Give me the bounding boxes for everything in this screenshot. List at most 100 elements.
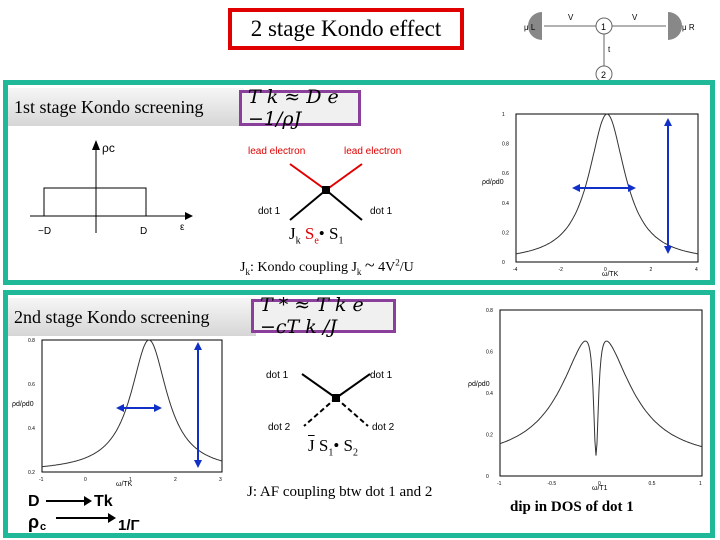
dos-x-arrow <box>185 212 193 220</box>
plot1-dos-curve <box>515 113 699 255</box>
y-tick-label: 0.2 <box>502 230 509 236</box>
plot3-ticks: 0.8 0.6 0.4 0.2 0 -1 -0.5 0 0.5 1 <box>486 308 702 487</box>
dot2-label-left: dot 2 <box>268 422 291 433</box>
y-tick-label: 0.4 <box>502 201 509 207</box>
y-tick-label: 0.6 <box>486 350 493 356</box>
vertex-node <box>322 186 330 194</box>
dot-line-left <box>289 189 327 221</box>
plot1-height-arrow-top <box>664 118 672 126</box>
stage2-vertex-diagram: dot 1 dot 1 dot 2 dot 2 <box>266 370 395 433</box>
y-tick-label: 0 <box>486 474 489 480</box>
x-tick-label: -4 <box>513 267 518 273</box>
plot2-height-arrow-bottom <box>194 460 202 468</box>
x-tick-label: -0.5 <box>548 481 557 487</box>
plot2-arrow-right-head <box>154 404 162 412</box>
plot2-frame <box>41 339 223 473</box>
dot1-label-right: dot 1 <box>370 206 393 217</box>
plot1-arrow-left-head <box>572 184 580 192</box>
stage1-header: 1st stage Kondo screening <box>8 88 244 126</box>
vertex-node <box>332 394 340 402</box>
x-tick-label: 4 <box>695 267 698 273</box>
dos-x-left: −D <box>38 226 51 237</box>
dos-ylabel: ρc <box>102 141 115 155</box>
x-tick-label: -1 <box>497 481 502 487</box>
y-tick-label: 1 <box>502 112 505 118</box>
lead-dos-sketch: ρc −D D ε <box>30 140 193 237</box>
stage1-spin-operator: Jk Se• S1 <box>289 224 344 247</box>
y-tick-label: 0 <box>502 260 505 266</box>
v-left-label: V <box>568 13 574 22</box>
y-tick-label: 0.2 <box>486 433 493 439</box>
left-lead-label: μ L <box>524 23 536 32</box>
y-tick-label: 0.6 <box>502 171 509 177</box>
stage1-formula: T k ≈ D e −1/ρJ <box>239 86 361 130</box>
right-lead-label: μ R <box>682 23 695 32</box>
scale-legend: D Tk ρ c 1/Γ <box>28 493 140 534</box>
dot1-label-left: dot 1 <box>258 206 281 217</box>
legend-D: D <box>28 493 40 510</box>
stage2-panel <box>3 290 715 538</box>
dot1-line-left <box>301 373 337 399</box>
plot2-ylabel: ρd/ρd0 <box>12 401 34 408</box>
x-tick-label: 0 <box>598 481 601 487</box>
dot-line-right <box>325 189 363 221</box>
x-tick-label: -2 <box>559 267 564 273</box>
plot2-dos-curve <box>42 339 223 468</box>
stage1-caption: Jk: Kondo coupling Jk ~ 4V2/U <box>240 255 414 277</box>
y-tick-label: 0.4 <box>28 426 35 432</box>
legend-Tk: Tk <box>94 493 113 510</box>
y-tick-label: 0.4 <box>486 391 493 397</box>
y-tick-label: 0.8 <box>502 142 509 148</box>
slide-title: 2 stage Kondo effect <box>228 8 464 50</box>
x-tick-label: 0.5 <box>649 481 656 487</box>
dip-caption: dip in DOS of dot 1 <box>510 499 634 515</box>
stage2-left-plot: 0.8 0.6 0.4 0.2 -1 0 1 2 3 ρd/ρd0 ω/TK <box>12 338 223 488</box>
x-tick-label: 2 <box>650 267 653 273</box>
plot1-arrow-right-head <box>628 184 636 192</box>
plot3-ylabel: ρd/ρd0 <box>468 381 490 388</box>
plot1-height-arrow-bottom <box>664 246 672 254</box>
legend-rho-sub: c <box>40 521 46 533</box>
lead-electron-left: lead electron <box>248 146 305 157</box>
plot3-xlabel: ω/T1 <box>592 485 608 492</box>
plot2-arrow-left-head <box>116 404 124 412</box>
dos-box <box>43 187 147 216</box>
x-tick-label: 0 <box>84 477 87 483</box>
x-tick-label: 3 <box>219 477 222 483</box>
x-tick-label: 1 <box>699 481 702 487</box>
stage1-vertex-diagram: lead electron lead electron dot 1 dot 1 <box>248 146 401 221</box>
x-tick-label: 1 <box>129 477 132 483</box>
x-tick-label: 2 <box>174 477 177 483</box>
plot2-xlabel: ω/TK <box>116 481 133 488</box>
dot2-line-left <box>303 397 337 427</box>
left-lead-shape <box>528 12 542 40</box>
stage1-panel <box>3 80 715 285</box>
dot1-line-right <box>335 373 371 399</box>
stage2-spin-operator: J S1• S2 <box>308 436 359 459</box>
dot-2-label: 2 <box>601 70 606 80</box>
right-lead-shape <box>668 12 682 40</box>
stage2-caption: J: AF coupling btw dot 1 and 2 <box>247 484 433 500</box>
y-tick-label: 0.8 <box>28 338 35 344</box>
dos-x-label: ε <box>180 222 185 233</box>
plot2-ticks: 0.8 0.6 0.4 0.2 -1 0 1 2 3 <box>28 338 222 483</box>
x-tick-label: 0 <box>604 267 607 273</box>
lead-electron-right: lead electron <box>344 146 401 157</box>
stage2-formula: T * ≈ T k e −cT k /J <box>251 294 396 338</box>
dos-y-arrow <box>92 140 100 150</box>
plot2-height-arrow-top <box>194 342 202 350</box>
y-tick-label: 0.6 <box>28 382 35 388</box>
dot2-label-right: dot 2 <box>372 422 395 433</box>
dot2-line-right <box>335 397 369 427</box>
legend-rho: ρ <box>28 512 39 532</box>
legend-gamma: 1/Γ <box>118 517 140 534</box>
lead-line-left <box>289 163 327 191</box>
plot1-xlabel: ω/TK <box>602 271 619 278</box>
plot1-ticks: 1 0.8 0.6 0.4 0.2 0 -4 -2 0 2 4 <box>502 112 698 273</box>
lead-line-right <box>325 163 363 191</box>
y-tick-label: 0.8 <box>486 308 493 314</box>
legend-arrow-1-head <box>84 496 92 506</box>
stage1-kondo-plot: 1 0.8 0.6 0.4 0.2 0 -4 -2 0 2 4 ρd/ρd0 ω/TK <box>482 112 699 278</box>
dot1-label-right: dot 1 <box>370 370 393 381</box>
y-tick-label: 0.2 <box>28 470 35 476</box>
